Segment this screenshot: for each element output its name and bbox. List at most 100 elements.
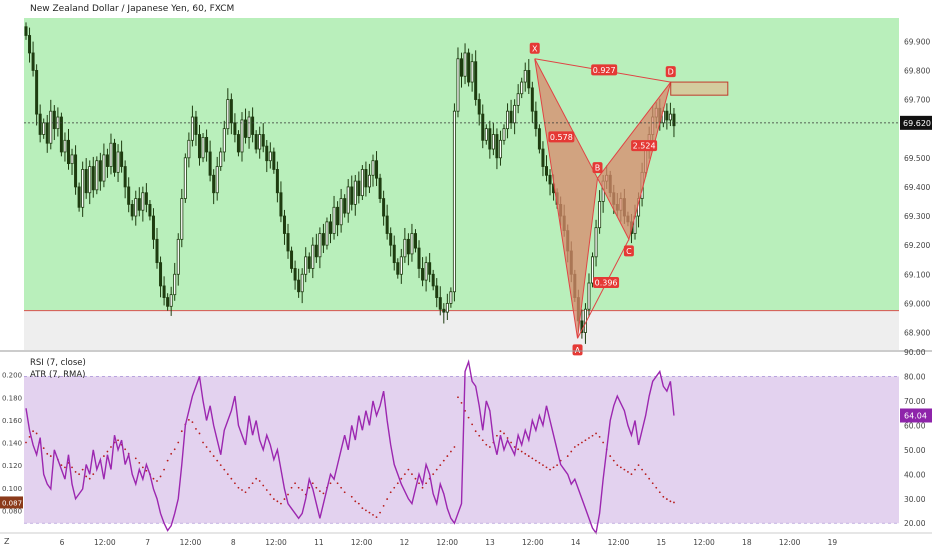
candle-body [254, 134, 258, 150]
candle-body [421, 268, 425, 281]
candle [413, 229, 417, 253]
atr-point [506, 437, 509, 439]
candle [297, 268, 301, 298]
price-pane[interactable]: X A B C D 0.578 0.927 0.396 2.524 [24, 18, 899, 356]
rsi-tick-label: 30.00 [904, 495, 926, 504]
ratio-text: 0.578 [550, 133, 573, 142]
price-tick-label: 69.000 [904, 299, 930, 308]
candle [460, 52, 464, 88]
candle [424, 256, 428, 292]
atr-point [230, 477, 233, 480]
atr-point [102, 455, 105, 457]
atr-point [223, 468, 226, 471]
candle-body [346, 186, 350, 214]
candle-body [428, 262, 432, 275]
candle-body [84, 169, 88, 194]
atr-point [425, 482, 428, 485]
atr-point [566, 455, 569, 457]
candle [251, 107, 255, 143]
candle-body [236, 134, 240, 153]
atr-tick-label: 0.160 [2, 417, 22, 425]
candle-body [159, 262, 163, 287]
time-tick-label: 12:00 [522, 538, 544, 547]
atr-point [619, 466, 622, 469]
candle [311, 237, 315, 279]
candle-body [424, 262, 428, 281]
candle [120, 140, 124, 173]
candle-body [314, 244, 318, 258]
atr-point [634, 468, 636, 471]
candle [417, 240, 421, 279]
pattern-xab-triangle [534, 58, 599, 339]
candle [279, 181, 283, 223]
atr-point [432, 473, 435, 476]
candle-body [24, 26, 28, 36]
indicator-pane[interactable] [24, 359, 899, 535]
candle-body [392, 244, 396, 264]
candle [240, 112, 244, 162]
atr-point [280, 502, 282, 505]
atr-point [588, 437, 590, 439]
candle [442, 303, 446, 324]
atr-point [372, 514, 374, 516]
candle-body [222, 128, 226, 153]
atr-point [673, 501, 675, 504]
rsi-tick-label: 90.00 [904, 348, 926, 357]
candle [431, 269, 435, 291]
point-badge [529, 42, 540, 54]
candle [371, 154, 375, 187]
price-tick-label: 69.800 [904, 66, 930, 75]
candle-body [502, 128, 506, 141]
candle-body [668, 113, 672, 121]
rsi-tick-label: 50.00 [904, 446, 926, 455]
atr-point [457, 396, 459, 399]
price-tick-label: 69.500 [904, 154, 930, 163]
atr-point [276, 500, 279, 503]
atr-point [665, 498, 668, 500]
candle [84, 158, 88, 199]
candle [339, 188, 343, 233]
candle-body [151, 215, 155, 240]
candle-body [350, 186, 354, 205]
candle-body [403, 238, 407, 258]
candle [293, 260, 297, 290]
atr-point [25, 441, 27, 444]
atr-point [524, 452, 527, 455]
point-label-x: X [529, 42, 540, 54]
candle [183, 153, 187, 203]
candle [668, 102, 672, 127]
candle-body [247, 116, 251, 138]
candle-body [672, 113, 676, 127]
atr-point [269, 493, 272, 496]
candle [247, 110, 251, 149]
candle-body [258, 134, 262, 150]
candle [509, 99, 513, 129]
atr-point [552, 466, 555, 469]
candle [314, 233, 318, 263]
atr-point [258, 480, 261, 482]
candle [321, 223, 325, 254]
atr-point [46, 452, 49, 455]
candle-body [509, 110, 513, 124]
candle [244, 108, 248, 144]
ratio-label: 0.927 [591, 64, 618, 76]
atr-point [446, 455, 449, 457]
candle [272, 147, 276, 174]
candle-body [541, 148, 545, 167]
candle-body [91, 166, 95, 191]
candle [516, 84, 520, 114]
point-badge [623, 245, 634, 257]
time-tick-label: 19 [828, 538, 838, 547]
candle [212, 169, 216, 205]
atr-point [534, 459, 537, 462]
atr-point [545, 466, 548, 469]
candle [463, 43, 467, 85]
candle [513, 99, 517, 135]
candle [194, 110, 198, 146]
candle [91, 156, 95, 198]
candle-body [275, 169, 279, 194]
atr-point [117, 439, 119, 442]
atr-point [623, 468, 626, 471]
atr-point [141, 466, 144, 469]
